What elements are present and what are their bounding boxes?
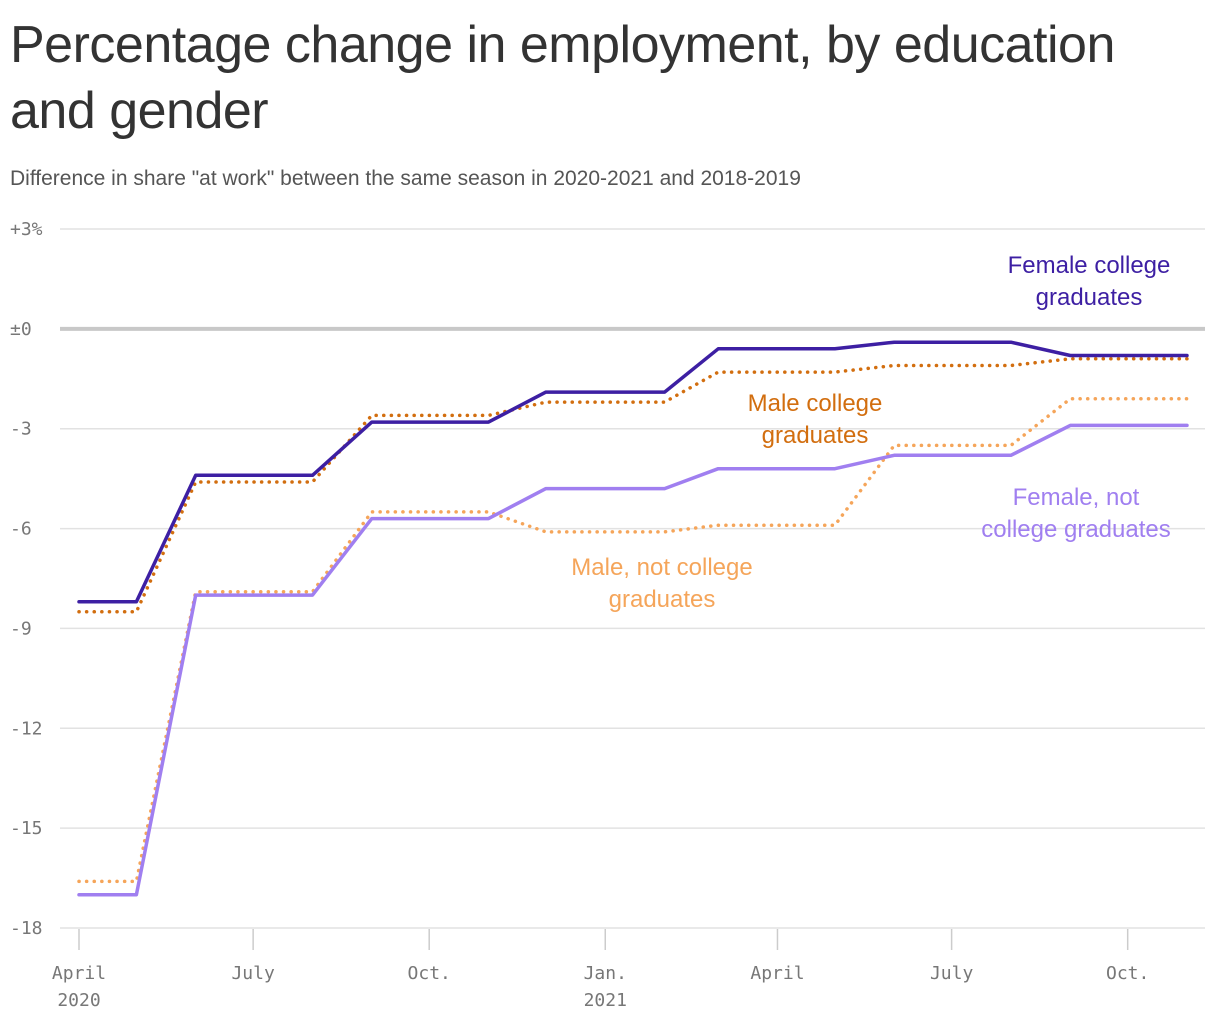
series-labels: Female college graduates Male college gradu… bbox=[571, 252, 1170, 613]
gridlines bbox=[60, 228, 1205, 929]
series-label-line: Female college bbox=[1008, 252, 1171, 279]
y-tick-label: +3% bbox=[10, 219, 43, 240]
x-tick-label: Oct. bbox=[1106, 963, 1149, 984]
x-tick-year-label: 2020 bbox=[57, 990, 100, 1011]
series-label-line: graduates bbox=[1036, 284, 1143, 311]
series-label-line: Male, not college bbox=[571, 554, 752, 581]
x-axis-ticks: April 2020 July Oct. Jan. 2021 April July Oct. bbox=[52, 929, 1149, 1011]
series-label-line: graduates bbox=[609, 586, 716, 613]
y-tick-label: -6 bbox=[10, 519, 32, 540]
y-tick-label: -3 bbox=[10, 419, 32, 440]
series-line-2 bbox=[77, 357, 1189, 614]
series-line-3 bbox=[77, 340, 1189, 604]
series-label-line: graduates bbox=[762, 422, 869, 449]
series-lines bbox=[77, 340, 1189, 897]
chart-title: Percentage change in employment, by educ… bbox=[10, 16, 1115, 140]
x-tick-label: July bbox=[231, 963, 275, 984]
series-label: Male college graduates bbox=[748, 390, 883, 449]
x-tick-label: July bbox=[930, 963, 974, 984]
series-label-line: Male college bbox=[748, 390, 883, 417]
x-tick-label: April bbox=[52, 963, 106, 984]
series-label: Female, not college graduates bbox=[981, 484, 1170, 543]
series-label-line: Female, not bbox=[1013, 484, 1140, 511]
y-tick-label: ±0 bbox=[10, 319, 32, 340]
x-tick-label: Oct. bbox=[408, 963, 451, 984]
y-tick-label: -15 bbox=[10, 818, 43, 839]
series-label: Male, not college graduates bbox=[571, 554, 752, 613]
chart-subtitle: Difference in share "at work" between th… bbox=[10, 167, 801, 190]
x-tick-label: Jan. bbox=[584, 963, 627, 984]
series-label-line: college graduates bbox=[981, 516, 1170, 543]
x-tick-year-label: 2021 bbox=[584, 990, 627, 1011]
series-label: Female college graduates bbox=[1008, 252, 1171, 311]
x-tick-label: April bbox=[750, 963, 804, 984]
y-tick-label: -18 bbox=[10, 918, 43, 939]
y-tick-label: -9 bbox=[10, 618, 32, 639]
y-axis-ticks: +3% ±0 -3 -6 -9 -12 -15 -18 bbox=[10, 219, 43, 939]
series-line-1 bbox=[77, 423, 1189, 897]
series-line-0 bbox=[77, 397, 1189, 884]
y-tick-label: -12 bbox=[10, 718, 43, 739]
